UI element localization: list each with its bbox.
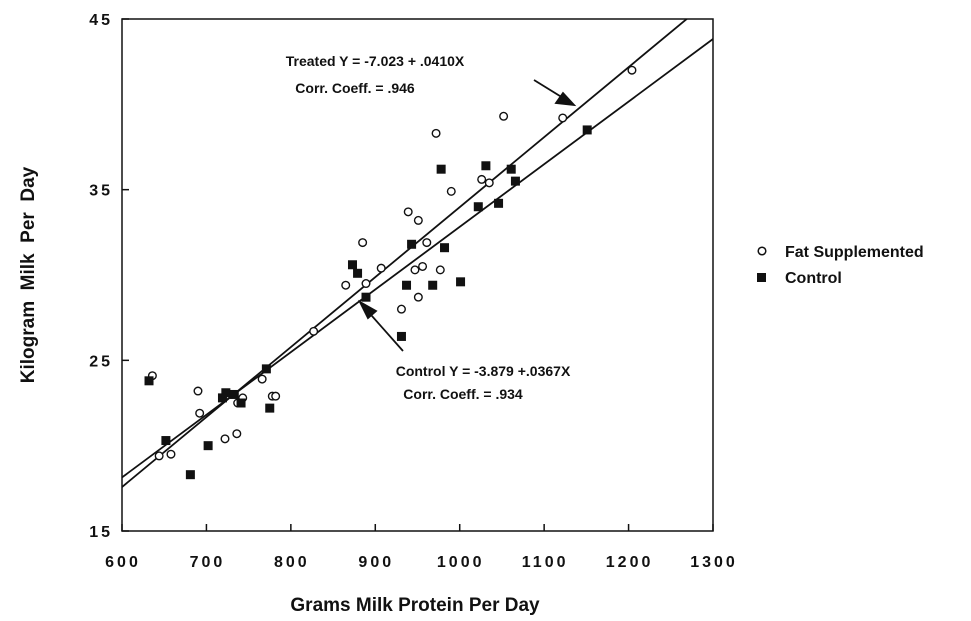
point-fat-supplemented xyxy=(410,265,420,275)
point-fat-supplemented xyxy=(154,451,164,461)
point-fat-supplemented xyxy=(396,304,406,314)
axis-ticks: 600 700 800 900 1000 1100 1200 1300 15 25 35 45 xyxy=(89,12,738,571)
point-fat-supplemented xyxy=(403,207,413,217)
annotation-control-equation: Control Y = -3.879 +.0367X xyxy=(396,363,571,379)
point-control xyxy=(236,398,246,408)
point-fat-supplemented xyxy=(431,128,441,138)
y-axis-title: Kilogram Milk Per Day xyxy=(18,166,39,383)
point-control xyxy=(144,376,154,386)
y-tick-label: 45 xyxy=(89,12,113,29)
point-control xyxy=(473,202,483,212)
point-fat-supplemented xyxy=(309,326,319,336)
x-axis-title: Grams Milk Protein Per Day xyxy=(290,595,540,616)
point-fat-supplemented xyxy=(166,449,176,459)
point-control xyxy=(510,176,520,186)
point-control xyxy=(436,164,446,174)
x-tick-label: 600 xyxy=(105,554,141,571)
x-tick-label: 800 xyxy=(274,554,310,571)
point-control xyxy=(428,280,438,290)
legend: Fat Supplemented Control xyxy=(757,244,924,287)
point-fat-supplemented xyxy=(257,374,267,384)
regression-line-treated xyxy=(122,19,689,488)
point-control xyxy=(261,364,271,374)
point-fat-supplemented xyxy=(413,215,423,225)
point-fat-supplemented xyxy=(361,279,371,289)
point-fat-supplemented xyxy=(627,65,637,75)
point-fat-supplemented xyxy=(446,186,456,196)
point-control xyxy=(494,198,504,208)
point-control xyxy=(361,292,371,302)
point-fat-supplemented xyxy=(558,113,568,123)
point-control xyxy=(265,403,275,413)
point-fat-supplemented xyxy=(358,238,368,248)
point-control xyxy=(353,268,363,278)
point-control xyxy=(506,164,516,174)
x-tick-label: 1200 xyxy=(606,554,654,571)
arrow-treated xyxy=(533,79,577,107)
annotation-treated-corr: Corr. Coeff. = .946 xyxy=(295,80,415,96)
point-control xyxy=(185,470,195,480)
regression-lines xyxy=(122,19,713,488)
point-control xyxy=(440,243,450,253)
point-fat-supplemented xyxy=(477,174,487,184)
annotation-control-corr: Corr. Coeff. = .934 xyxy=(403,386,523,402)
point-fat-supplemented xyxy=(422,238,432,248)
data-points xyxy=(144,65,637,480)
x-tick-label: 1300 xyxy=(690,554,738,571)
point-control xyxy=(161,436,171,446)
x-tick-label: 700 xyxy=(190,554,226,571)
legend-marker-control xyxy=(757,273,766,282)
point-control xyxy=(582,125,592,135)
point-control xyxy=(407,239,417,249)
y-tick-label: 25 xyxy=(89,353,113,370)
point-fat-supplemented xyxy=(193,386,203,396)
arrow-control xyxy=(357,299,404,352)
legend-marker-fat-supplemented xyxy=(757,246,767,256)
regression-line-control xyxy=(122,38,713,479)
point-control xyxy=(347,260,357,270)
point-fat-supplemented xyxy=(232,429,242,439)
point-control xyxy=(229,389,239,399)
point-fat-supplemented xyxy=(484,178,494,188)
point-control xyxy=(203,441,213,451)
legend-label-fat-supplemented: Fat Supplemented xyxy=(785,244,924,261)
point-fat-supplemented xyxy=(271,391,281,401)
x-tick-label: 900 xyxy=(358,554,394,571)
y-tick-label: 15 xyxy=(89,524,113,541)
point-control xyxy=(481,161,491,171)
point-control xyxy=(402,280,412,290)
plot-frame xyxy=(121,18,714,532)
point-fat-supplemented xyxy=(341,280,351,290)
legend-label-control: Control xyxy=(785,270,842,287)
point-control xyxy=(217,393,227,403)
point-fat-supplemented xyxy=(435,265,445,275)
point-fat-supplemented xyxy=(413,292,423,302)
y-tick-label: 35 xyxy=(89,183,113,200)
x-tick-label: 1100 xyxy=(522,554,569,571)
point-fat-supplemented xyxy=(499,111,509,121)
x-tick-label: 1000 xyxy=(437,554,485,571)
point-control xyxy=(396,331,406,341)
point-fat-supplemented xyxy=(195,408,205,418)
point-fat-supplemented xyxy=(220,434,230,444)
point-control xyxy=(221,388,231,398)
point-fat-supplemented xyxy=(418,261,428,271)
point-control xyxy=(456,277,466,287)
point-fat-supplemented xyxy=(376,263,386,273)
annotation-treated-equation: Treated Y = -7.023 + .0410X xyxy=(286,53,465,69)
